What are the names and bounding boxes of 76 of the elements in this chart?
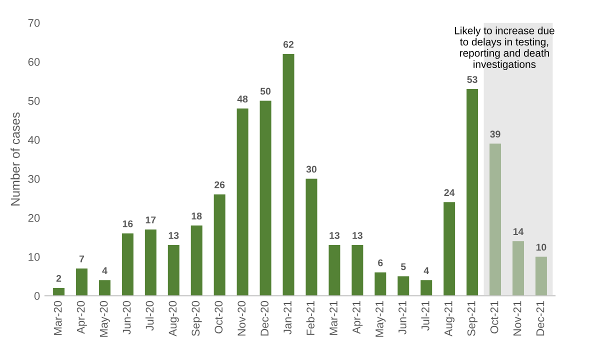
data-label: 13 bbox=[168, 232, 179, 239]
x-tick-label: Mar-21 bbox=[330, 301, 338, 335]
bar bbox=[352, 245, 364, 296]
x-tick-label: Jun-20 bbox=[122, 301, 131, 334]
x-tick-label: Apr-21 bbox=[352, 301, 363, 334]
data-label: 13 bbox=[352, 232, 362, 239]
bar bbox=[490, 144, 502, 296]
bar bbox=[53, 288, 65, 296]
x-tick-label: Jul-21 bbox=[421, 301, 430, 331]
x-tick-label: May-21 bbox=[376, 301, 386, 337]
band-label: Likely to increase due to delays in testing, reporting and death investigations bbox=[454, 26, 554, 70]
data-label: 62 bbox=[283, 40, 294, 48]
bar bbox=[260, 100, 272, 296]
bar bbox=[76, 268, 88, 296]
bar bbox=[398, 276, 410, 296]
bar bbox=[328, 245, 340, 296]
x-tick-label: Oct-20 bbox=[214, 301, 223, 334]
data-label: 26 bbox=[214, 181, 225, 188]
y-tick-label: 40 bbox=[28, 136, 40, 144]
x-tick-label: Sep-21 bbox=[467, 301, 478, 336]
x-tick-label: Dec-20 bbox=[260, 301, 269, 336]
bar bbox=[444, 202, 456, 296]
data-label: 10 bbox=[536, 244, 546, 251]
data-label: 2 bbox=[56, 274, 62, 282]
bar bbox=[535, 256, 547, 296]
y-tick-label: 50 bbox=[28, 97, 40, 105]
x-tick-label: Apr-20 bbox=[76, 301, 87, 334]
data-label: 4 bbox=[424, 267, 430, 274]
data-label: 30 bbox=[306, 166, 316, 173]
data-label: 5 bbox=[400, 263, 406, 270]
x-tick-label: Jan-21 bbox=[284, 301, 292, 334]
y-tick-label: 30 bbox=[28, 175, 40, 183]
data-label: 24 bbox=[444, 189, 455, 196]
bar bbox=[214, 194, 226, 296]
data-label: 48 bbox=[237, 96, 248, 102]
data-label: 13 bbox=[330, 232, 340, 239]
bar bbox=[466, 89, 478, 296]
x-tick-label: Feb-21 bbox=[306, 301, 314, 335]
y-tick-label: 10 bbox=[28, 253, 40, 261]
bar bbox=[420, 280, 432, 296]
bar bbox=[190, 226, 202, 296]
data-label: 14 bbox=[513, 228, 524, 235]
data-label: 18 bbox=[192, 212, 202, 220]
x-tick-label: Jun-21 bbox=[398, 301, 406, 334]
data-label: 53 bbox=[467, 76, 478, 83]
bar bbox=[122, 233, 134, 296]
x-tick-label: May-20 bbox=[100, 301, 110, 337]
bar bbox=[282, 54, 294, 296]
data-label: 6 bbox=[378, 259, 383, 266]
y-tick-label: 0 bbox=[34, 292, 40, 300]
bar bbox=[98, 280, 110, 296]
x-tick-label: Mar-20 bbox=[54, 301, 62, 335]
x-tick-label: Aug-20 bbox=[168, 301, 179, 336]
bar bbox=[512, 241, 524, 296]
bar bbox=[236, 108, 248, 296]
bar bbox=[306, 178, 318, 296]
bar bbox=[374, 272, 386, 296]
y-tick-label: 60 bbox=[28, 58, 40, 66]
data-label: 50 bbox=[260, 88, 271, 95]
data-label: 7 bbox=[79, 256, 84, 262]
y-tick-label: 70 bbox=[28, 19, 40, 27]
data-label: 16 bbox=[122, 220, 133, 228]
x-tick-label: Sep-20 bbox=[192, 301, 202, 336]
x-tick-label: Nov-20 bbox=[238, 301, 246, 336]
x-tick-label: Aug-21 bbox=[444, 301, 455, 336]
y-tick-label: 20 bbox=[28, 214, 40, 222]
data-label: 39 bbox=[490, 130, 500, 138]
x-tick-label: Jul-20 bbox=[145, 301, 154, 331]
bar bbox=[144, 229, 156, 296]
y-axis-title: Number of cases bbox=[10, 112, 20, 206]
x-tick-label: Dec-21 bbox=[536, 301, 544, 336]
x-tick-label: Oct-21 bbox=[490, 301, 498, 334]
x-tick-label: Nov-21 bbox=[513, 301, 522, 336]
bar bbox=[168, 245, 180, 296]
data-label: 4 bbox=[102, 267, 108, 274]
data-label: 17 bbox=[146, 216, 156, 224]
